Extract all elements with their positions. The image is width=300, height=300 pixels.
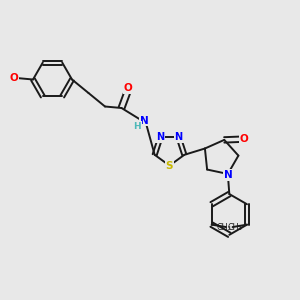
- Text: CH₃: CH₃: [216, 223, 231, 232]
- Text: N: N: [224, 170, 233, 180]
- Text: O: O: [240, 134, 249, 144]
- Text: N: N: [140, 116, 149, 126]
- Text: S: S: [166, 160, 173, 171]
- Text: H: H: [134, 122, 141, 131]
- Text: O: O: [10, 73, 19, 83]
- Text: O: O: [124, 83, 133, 93]
- Text: CH₃: CH₃: [228, 223, 242, 232]
- Text: N: N: [156, 132, 164, 142]
- Text: N: N: [175, 132, 183, 142]
